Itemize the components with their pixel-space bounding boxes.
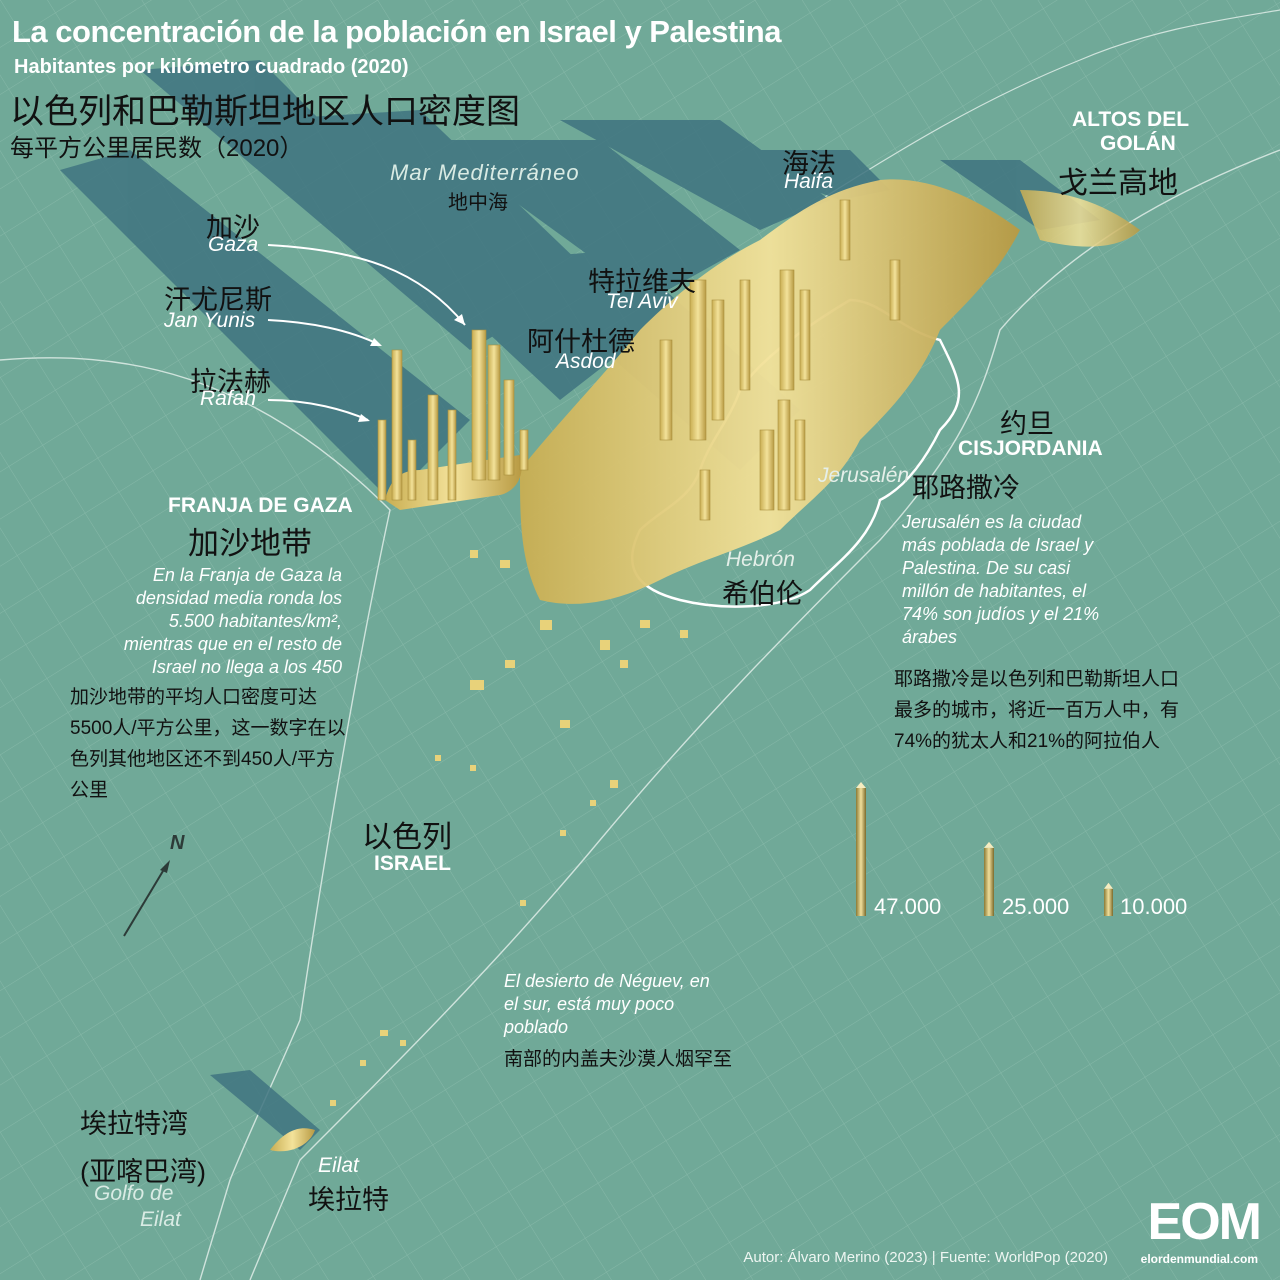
jerusalem-note-cn: 耶路撒冷是以色列和巴勒斯坦人口最多的城市，将近一百万人中，有74%的犹太人和21…	[894, 669, 1180, 752]
map-title-cn: 以色列和巴勒斯坦地区人口密度图	[10, 93, 520, 131]
asdod-es: Asdod	[556, 350, 616, 373]
jan-yunis-es: Jan Yunis	[164, 309, 256, 332]
arrow-heads	[358, 314, 465, 422]
negev-note-es: El desierto de Néguev, en el sur, está m…	[504, 971, 710, 1037]
legend-label-25000: 25.000	[1002, 894, 1070, 919]
eom-website: elordenmundial.com	[1140, 1252, 1258, 1266]
jerusalen-es: Jerusalén	[818, 464, 910, 487]
israel-cn: 以色列	[362, 821, 452, 854]
gaza-strip-cn: 加沙地带	[188, 526, 312, 561]
jerusalen-cn: 耶路撒冷	[912, 473, 1020, 503]
rafah-es: Rafah	[200, 387, 257, 410]
eastern-border	[249, 149, 1280, 1280]
legend-bar-0	[856, 788, 866, 916]
map-subtitle: Habitantes por kilómetro cuadrado (2020)	[14, 56, 409, 78]
density-spikes	[377, 199, 901, 521]
compass-arrow	[123, 860, 170, 937]
legend-bar-cap-1	[984, 841, 994, 848]
gaza-city-cn: 加沙	[206, 213, 260, 243]
compass-label: N	[170, 832, 185, 854]
negev-note-cn: 南部的内盖夫沙漠人烟罕至	[504, 1049, 733, 1070]
coastline	[0, 357, 391, 1280]
sea-label-cn: 地中海	[448, 192, 508, 214]
golan-cn: 戈兰高地	[1058, 167, 1178, 200]
jan-yunis-cn: 汗尤尼斯	[164, 285, 272, 315]
north-border	[819, 9, 1280, 201]
legend-bar-1	[984, 847, 994, 916]
rafah-cn: 拉法赫	[190, 367, 271, 397]
eilat-cn: 埃拉特	[308, 1185, 389, 1215]
israel-es: ISRAEL	[374, 852, 452, 875]
hebron-es: Hebrón	[726, 548, 795, 571]
golan-es-1: ALTOS DEL	[1072, 108, 1190, 131]
legend-bar-2	[1104, 888, 1113, 916]
hebron-cn: 希伯伦	[722, 579, 803, 609]
sea-label-es: Mar Mediterráneo	[390, 160, 580, 185]
legend-label-47000: 47.000	[874, 894, 942, 919]
golan-es-2: GOLÁN	[1100, 132, 1176, 155]
jordan-cn: 约旦	[1000, 409, 1054, 439]
legend-bar-cap-2	[1104, 882, 1113, 889]
asdod-cn: 阿什杜德	[527, 327, 635, 357]
haifa-cn: 海法	[782, 149, 836, 179]
gaza-strip-es: FRANJA DE GAZA	[168, 494, 353, 517]
gaza-note-cn: 加沙地带的平均人口密度可达5500人/平方公里，这一数字在以色列其他地区还不到4…	[70, 687, 346, 801]
scatter-dots	[330, 550, 688, 1106]
tel-aviv-es: Tel Aviv	[606, 290, 678, 313]
gulf-es-2: Eilat	[140, 1208, 181, 1231]
map-title: La concentración de la población en Isra…	[12, 14, 781, 49]
cisjordania-es: CISJORDANIA	[958, 437, 1103, 460]
eom-logo: EOM	[1147, 1193, 1262, 1251]
gulf-cn-2: (亚喀巴湾)	[80, 1157, 206, 1187]
legend-label-10000: 10.000	[1120, 894, 1188, 919]
tel-aviv-cn: 特拉维夫	[588, 267, 696, 297]
gaza-note-es: En la Franja de Gaza la densidad media r…	[123, 565, 342, 677]
eilat-es: Eilat	[318, 1154, 359, 1177]
legend-bar-cap-0	[856, 782, 866, 788]
jerusalem-note-es: Jerusalén es la ciudad más poblada de Is…	[902, 512, 1100, 647]
haifa-es: Haifa	[784, 170, 834, 193]
gulf-es-1: Golfo de	[94, 1182, 174, 1205]
map-subtitle-cn: 每平方公里居民数（2020）	[10, 135, 304, 162]
gaza-city-es: Gaza	[208, 233, 259, 256]
footer-credit: Autor: Álvaro Merino (2023) | Fuente: Wo…	[743, 1249, 1108, 1266]
gulf-cn-1: 埃拉特湾	[80, 1109, 188, 1139]
